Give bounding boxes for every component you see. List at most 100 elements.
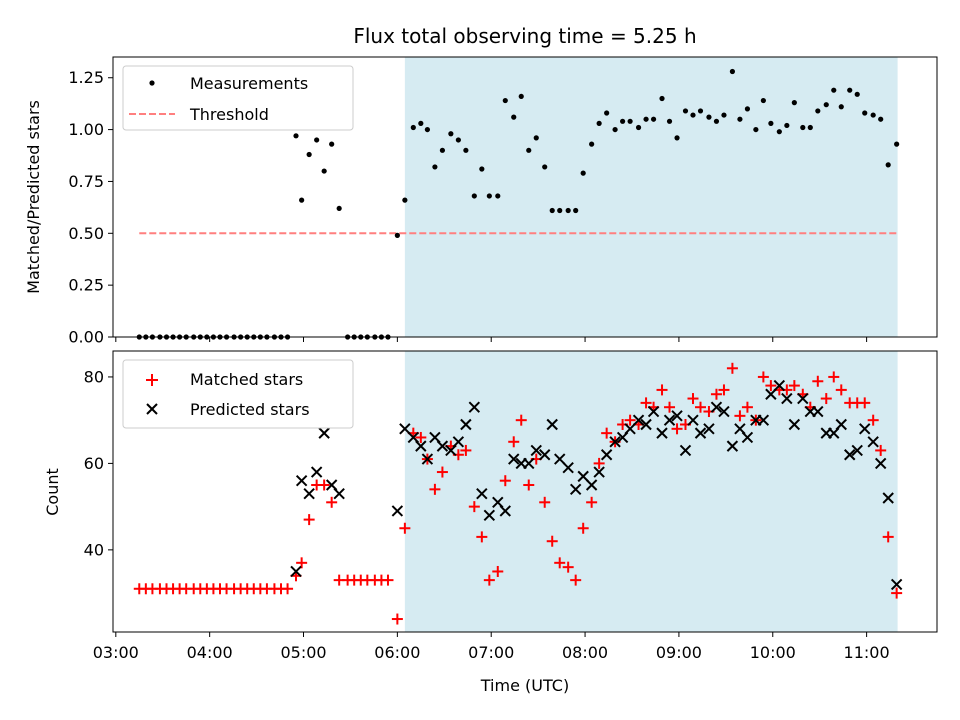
xtick-label: 05:00	[280, 643, 326, 662]
legend-measurements-marker	[149, 80, 155, 86]
measurement-point	[674, 135, 680, 141]
matched-star-point	[710, 388, 722, 400]
top-legend: Measurements Threshold	[122, 65, 354, 131]
legend-matched-label: Matched stars	[190, 370, 303, 389]
bottom-ytick-label: 80	[84, 367, 104, 386]
predicted-star-point	[765, 388, 777, 400]
measurement-point	[612, 126, 618, 133]
bottom-panel: 40 60 80 03:00 04:00 05:00 06:00 07:00 08:00 09:…	[43, 350, 938, 695]
measurement-point	[479, 166, 485, 172]
measurement-point	[542, 164, 548, 170]
predicted-star-point	[523, 457, 535, 470]
bottom-panel-frame	[112, 350, 938, 633]
predicted-star-point	[663, 414, 676, 426]
measurement-point	[894, 141, 900, 147]
predicted-star-point	[773, 379, 786, 392]
measurements-points	[136, 68, 900, 340]
predicted-star-point	[812, 405, 824, 418]
measurement-point	[885, 162, 891, 168]
matched-star-point	[562, 561, 574, 573]
measurement-point	[682, 108, 689, 114]
measurement-point	[394, 232, 400, 238]
matched-star-point	[694, 401, 706, 413]
matched-star-point	[757, 371, 769, 383]
predicted-star-point	[539, 449, 551, 461]
predicted-star-point	[554, 453, 566, 465]
measurement-point	[418, 120, 424, 126]
measurement-point	[807, 124, 813, 131]
measurement-point	[690, 112, 696, 118]
top-y-axis-label: Matched/Predicted stars	[24, 100, 43, 294]
predicted-star-point	[530, 444, 542, 457]
measurement-point	[402, 197, 408, 203]
predicted-star-point	[499, 505, 511, 517]
measurement-point	[744, 106, 751, 112]
measurement-point	[854, 91, 860, 97]
measurement-point	[831, 87, 837, 93]
measurement-point	[495, 193, 501, 199]
xtick-label: 10:00	[750, 643, 796, 662]
matched-star-point	[624, 414, 636, 426]
measurement-point	[424, 126, 430, 133]
measurement-point	[620, 118, 626, 124]
predicted-star-point	[476, 487, 488, 500]
predicted-star-point	[600, 449, 613, 461]
matched-star-point	[601, 427, 613, 439]
predicted-star-point	[851, 444, 863, 457]
predicted-star-point	[726, 440, 739, 452]
measurement-point	[643, 116, 649, 122]
measurement-point	[580, 170, 586, 176]
matched-star-point	[577, 522, 589, 534]
measurement-point	[596, 120, 602, 126]
matched-star-point	[476, 531, 488, 543]
chart-title: Flux total observing time = 5.25 h	[353, 24, 696, 48]
measurement-point	[486, 193, 492, 199]
measurement-point	[518, 93, 524, 100]
measurement-point	[878, 116, 884, 122]
matched-star-point	[460, 444, 472, 456]
measurement-point	[471, 193, 477, 199]
predicted-star-point	[656, 427, 668, 439]
top-ytick-label: 0.75	[68, 172, 104, 191]
predicted-star-point	[687, 414, 699, 426]
xtick-label: 03:00	[93, 643, 139, 662]
measurement-point	[627, 118, 633, 124]
matched-star-point	[508, 436, 520, 448]
measurement-point	[791, 100, 797, 106]
measurement-point	[557, 207, 563, 214]
measurement-point	[432, 164, 438, 170]
measurement-point	[573, 207, 579, 214]
matched-star-point	[282, 583, 294, 595]
matched-star-point	[656, 384, 668, 396]
predicted-star-point	[546, 418, 558, 431]
predicted-star-point	[890, 578, 903, 591]
measurement-point	[713, 118, 720, 124]
matched-star-point	[515, 414, 527, 426]
predicted-star-point	[333, 487, 345, 500]
matched-star-point	[326, 496, 338, 508]
measurement-point	[800, 124, 806, 131]
measurement-point	[336, 205, 342, 212]
matched-star-point	[303, 514, 315, 526]
predicted-star-point	[835, 418, 847, 431]
top-ytick-label: 0.50	[68, 224, 104, 243]
predicted-star-point	[391, 505, 404, 517]
matched-star-point	[835, 384, 847, 396]
matched-star-point	[539, 496, 551, 508]
measurement-point	[776, 129, 782, 135]
matched-star-point	[483, 574, 495, 586]
matched-star-point	[687, 393, 699, 405]
predicted-star-point	[569, 483, 582, 496]
predicted-star-point	[436, 440, 449, 452]
measurement-point	[526, 147, 532, 153]
bottom-ytick-label: 40	[84, 540, 104, 559]
predicted-star-point	[295, 474, 308, 487]
top-ytick-label: 0.00	[68, 328, 104, 347]
measurement-point	[697, 108, 704, 114]
measurement-point	[410, 124, 416, 131]
matched-star-point	[429, 483, 441, 495]
measurement-point	[329, 141, 335, 147]
matched-star-point	[891, 587, 903, 599]
measurement-point	[650, 116, 657, 122]
